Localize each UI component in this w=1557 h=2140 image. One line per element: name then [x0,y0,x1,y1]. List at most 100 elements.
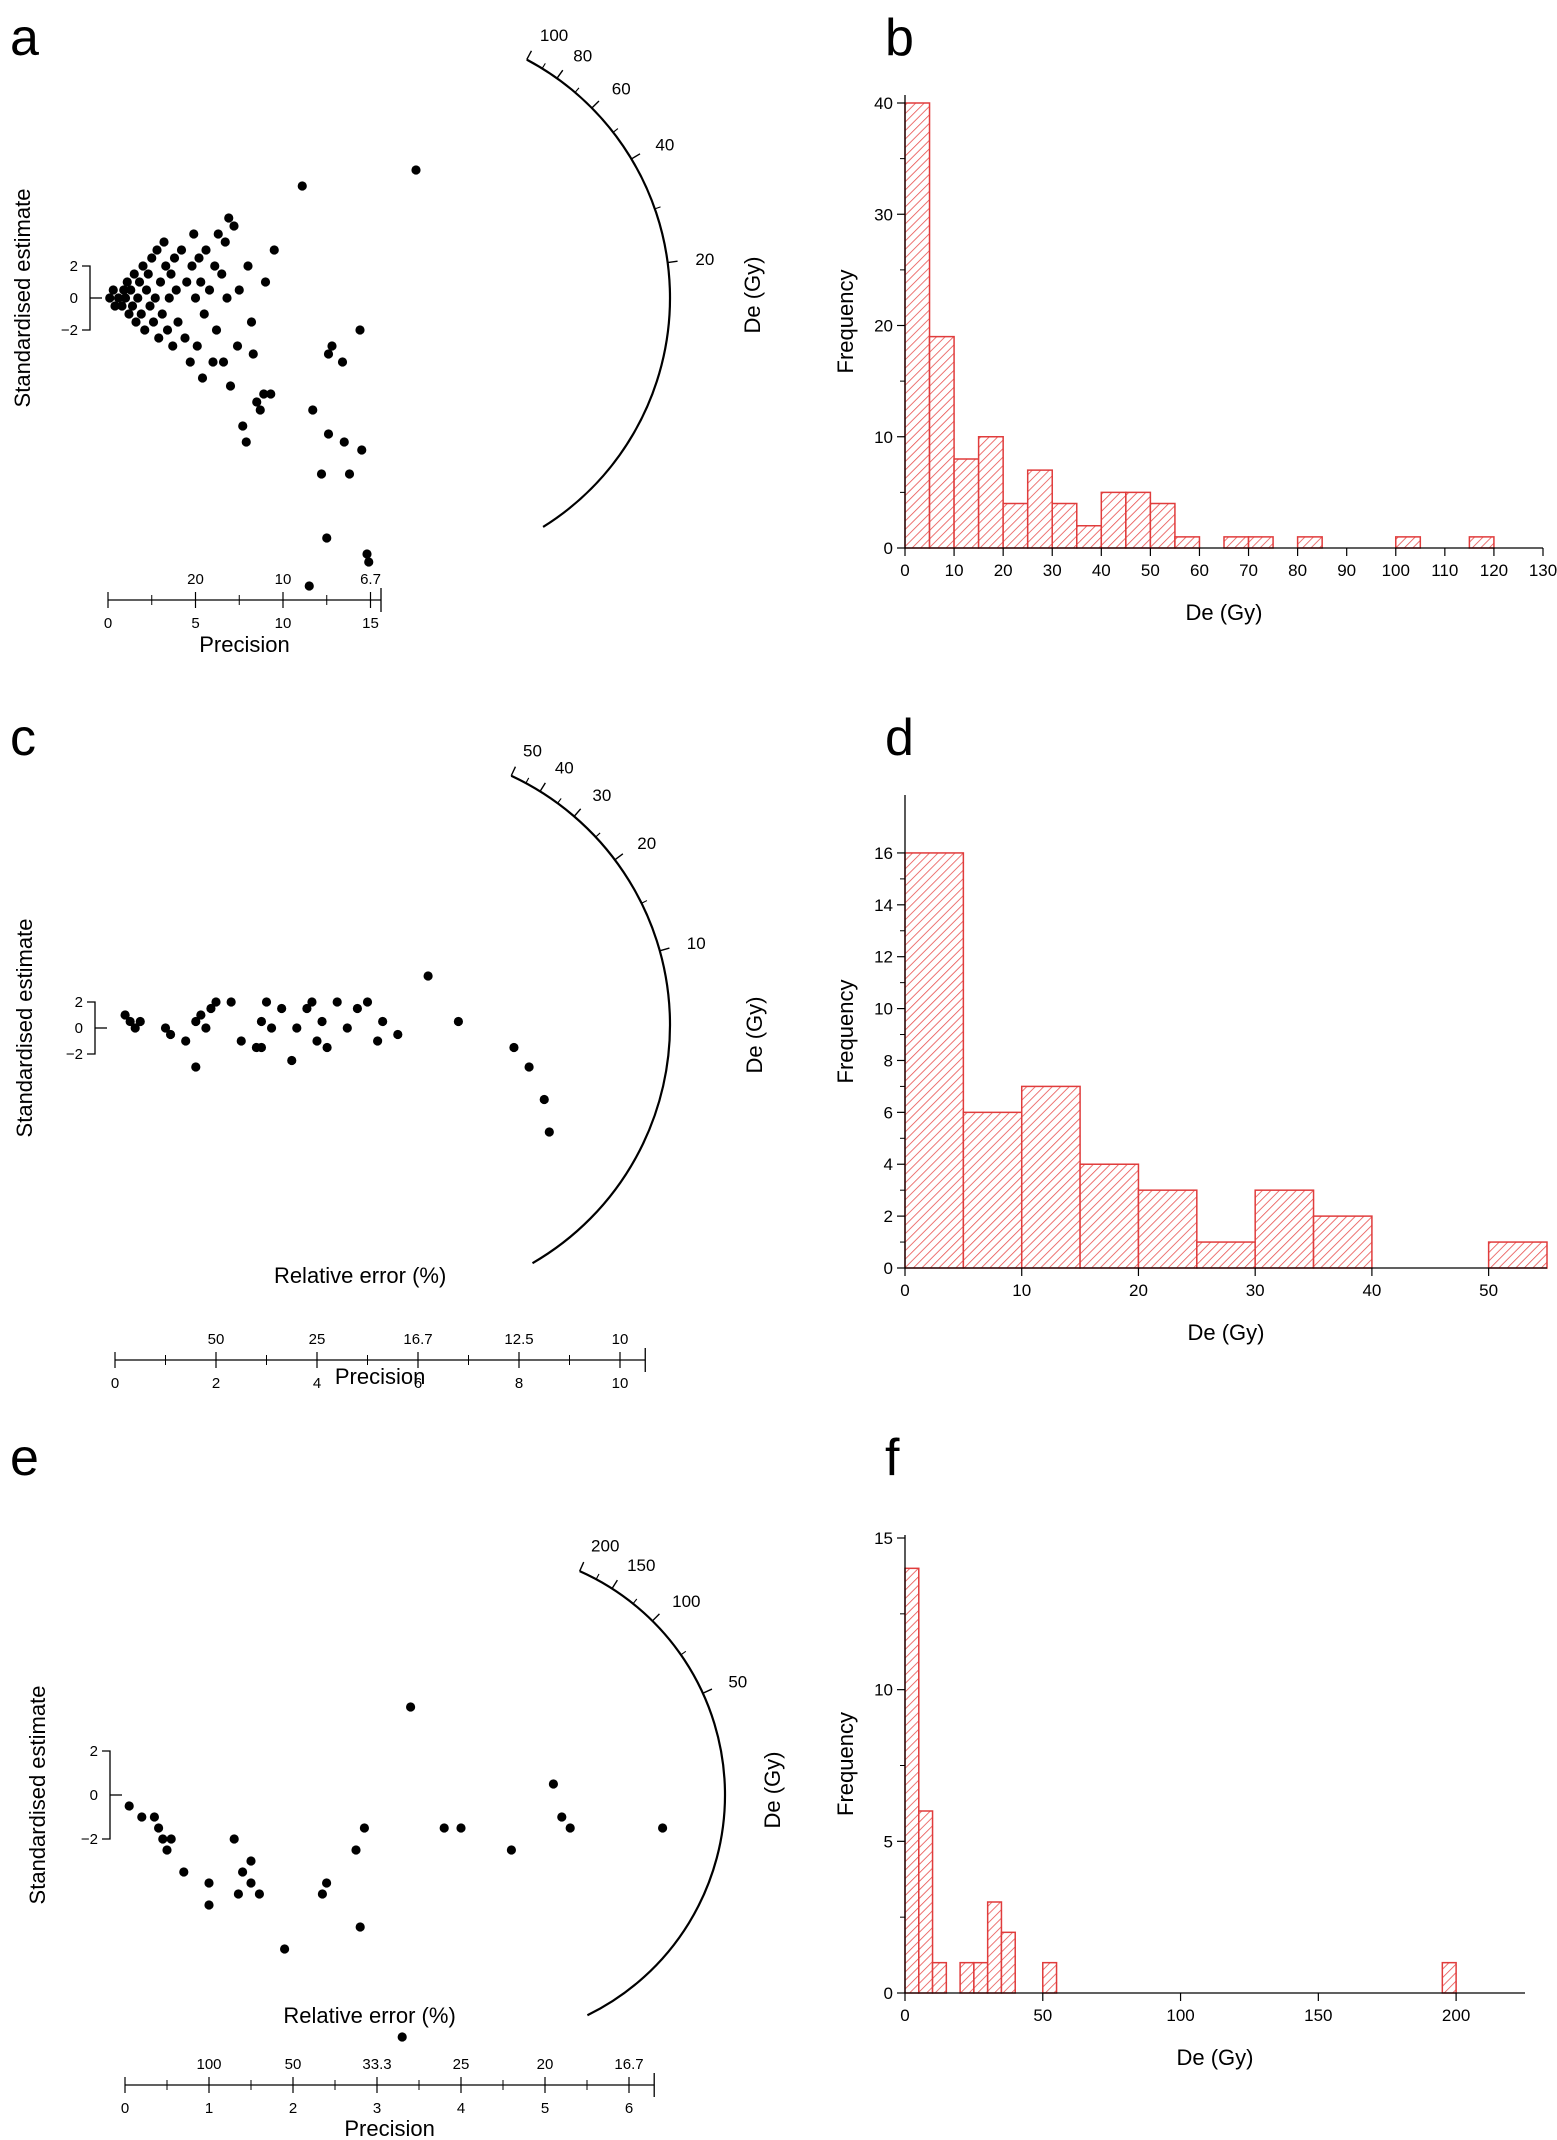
x-tick-label: 4 [457,2100,465,2117]
data-point [149,1812,159,1822]
x-tick-label: 4 [313,1375,321,1392]
data-point [256,1016,267,1027]
data-point [224,213,234,223]
x-axis-label: Precision [344,2116,434,2140]
panel-letter-e: e [10,1429,39,1487]
histogram-bar [1312,1215,1373,1269]
data-point [423,971,433,981]
data-point [411,165,421,175]
arc-axis-label: De (Gy) [760,1752,785,1829]
arc-minor-tick [632,1598,638,1605]
arc-tick [573,808,582,817]
data-point [393,1029,403,1040]
x-tick-label: 0 [111,1375,119,1392]
x-tick-label: 15 [362,615,379,632]
data-point [154,1823,164,1833]
data-point [397,2032,407,2042]
data-point [362,997,373,1007]
data-point [362,549,372,559]
data-point [201,1023,211,1033]
rel-error-tick-label: 16.7 [403,1331,432,1348]
y-tick-label: 10 [874,1681,893,1700]
data-point [164,293,174,303]
data-point [254,1889,264,1899]
data-point [246,1878,256,1888]
arc-minor-tick [541,63,546,69]
rel-error-axis-label: Relative error (%) [274,1263,446,1288]
data-point [120,1010,130,1020]
data-point [238,1867,248,1877]
histogram-bar [1254,1189,1315,1269]
panel-letter-c: c [10,709,36,767]
arc-tick-label: 20 [637,834,656,853]
x-tick-label: 10 [945,561,964,580]
x-tick-label: 0 [121,2100,129,2117]
z-bracket [87,1001,96,1055]
data-point [337,357,348,367]
data-point [154,333,164,343]
data-point [213,229,223,239]
data-point [544,1127,554,1137]
arc-minor-tick [557,798,562,804]
data-point [138,261,148,271]
data-point [145,301,155,311]
x-tick-label: 150 [1304,2006,1332,2025]
data-point [165,1029,176,1040]
arc-tick-label: 50 [523,741,542,760]
data-point [108,285,118,295]
data-point [222,293,232,303]
data-point [252,397,262,407]
data-point [439,1823,449,1833]
x-tick-label: 70 [1239,561,1258,580]
y-axis-label: Standardised estimate [25,1686,50,1905]
y-axis-label: Frequency [833,270,858,374]
x-tick-label: 50 [1479,1281,1498,1300]
x-tick-label: 5 [191,615,199,632]
x-tick-label: 5 [541,2100,549,2117]
y-tick-label: 10 [874,428,893,447]
data-point [352,1003,362,1014]
y-tick-label: 14 [874,896,893,915]
data-point [208,357,218,367]
data-point [158,1834,168,1844]
y-tick-label: 6 [884,1103,893,1122]
histogram-bar [1026,469,1053,549]
x-tick-label: 0 [900,561,909,580]
data-point [211,325,222,335]
data-point [233,1889,243,1899]
arc-tick-label: 40 [555,759,574,778]
data-point [322,1042,332,1053]
data-point [280,1944,290,1954]
histogram-bar [1137,1189,1198,1269]
data-point [241,437,251,447]
histogram-bar [928,335,955,549]
data-point [453,1016,463,1027]
x-tick-label: 50 [1033,2006,1052,2025]
data-point [304,581,314,591]
rel-error-tick-label: 50 [208,1331,225,1348]
data-point [169,253,180,263]
histogram-bar [1468,536,1495,549]
arc-tick-label: 80 [573,47,592,66]
y-axis-label: Standardised estimate [10,189,35,408]
data-point [260,277,271,287]
arc-tick-label: 40 [655,136,674,155]
histogram-bar [918,1810,934,1994]
y-axis-label: Frequency [833,980,858,1084]
data-point [509,1042,519,1053]
y-tick-label: 8 [884,1051,893,1070]
data-point [308,405,318,415]
data-point [125,1016,135,1027]
data-point [131,317,141,327]
arc-tick-label: 30 [592,786,611,805]
x-tick-label: 1 [205,2100,213,2117]
y-tick-label: 5 [884,1832,893,1851]
de-arc [526,58,672,528]
y-tick-label: −2 [61,322,78,339]
panel-letter-b: b [885,9,914,67]
panel-letter-d: d [885,709,914,767]
histogram-bar [986,1901,1003,1994]
